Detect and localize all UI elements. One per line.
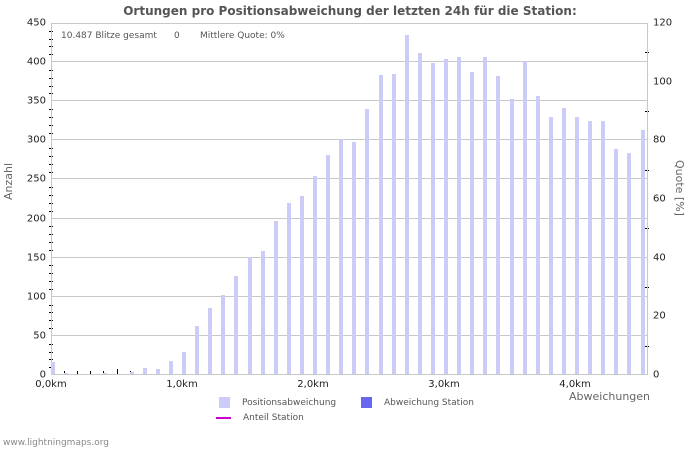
y-tick-label: 350	[26, 95, 46, 107]
bar	[561, 108, 566, 374]
minor-tick	[64, 371, 66, 375]
y-tick-label: 250	[26, 173, 46, 185]
gridline	[52, 61, 647, 63]
plot-area	[51, 23, 648, 375]
x-tick-label: 1,0km	[166, 379, 198, 390]
bar	[142, 367, 147, 374]
legend-line-icon	[216, 417, 231, 419]
bar	[51, 361, 55, 374]
y2-tick-label: 20	[653, 310, 666, 322]
bar	[601, 121, 606, 374]
bar	[182, 352, 186, 374]
x-tick-label: 3,0km	[428, 379, 460, 390]
bar	[103, 373, 108, 374]
minor-tick	[77, 371, 79, 375]
bar	[404, 34, 409, 374]
y-tick-label: 450	[26, 17, 46, 29]
bar	[378, 75, 383, 374]
y-axis-right-label: Quote [%]	[673, 160, 686, 216]
y-tick-label: 100	[26, 291, 46, 303]
bar	[129, 371, 134, 374]
bar	[365, 108, 370, 374]
minor-tick	[116, 369, 118, 375]
bar	[457, 57, 462, 374]
legend-label: Anteil Station	[243, 413, 304, 423]
y-axis-left-label: Anzahl	[2, 162, 15, 200]
y2-tick-label: 80	[653, 134, 666, 146]
y-tick-label: 0	[39, 369, 46, 381]
x-tick-label: 4,0km	[559, 379, 591, 390]
bar	[260, 251, 265, 374]
legend-swatch-icon	[219, 397, 230, 408]
bar	[326, 154, 331, 374]
bar	[64, 373, 69, 374]
y2-tick-label: 60	[653, 193, 666, 205]
y-tick-label: 150	[26, 252, 46, 264]
mean-quote-text: Mittlere Quote: 0%	[200, 31, 285, 41]
gridline	[52, 139, 647, 141]
minor-tick	[90, 371, 92, 375]
y-tick-label: 200	[26, 213, 46, 225]
bar	[313, 176, 317, 374]
minor-tick	[103, 371, 105, 375]
bar	[483, 57, 488, 374]
footer-source: www.lightningmaps.org	[3, 438, 109, 448]
bar	[352, 141, 357, 374]
bar	[286, 203, 291, 374]
bar	[535, 96, 540, 374]
bar	[234, 276, 239, 374]
bar	[522, 61, 527, 374]
x-axis-label: Abweichungen	[569, 390, 651, 403]
legend-label: Positionsabweichung	[242, 397, 337, 408]
y2-tick-label: 0	[653, 369, 660, 381]
bar	[496, 75, 501, 374]
x-tick-label: 2,0km	[297, 379, 329, 390]
bar	[195, 326, 200, 374]
gridline	[52, 217, 647, 219]
y2-tick-label: 100	[653, 76, 673, 88]
bar	[339, 138, 344, 374]
bar	[299, 195, 304, 374]
gridline	[52, 256, 647, 258]
bar	[444, 58, 448, 374]
station-count-text: 0	[174, 31, 180, 41]
bar	[509, 98, 514, 374]
gridline	[52, 334, 647, 336]
y2-tick-label: 40	[653, 252, 666, 264]
bar	[614, 148, 619, 374]
bar	[470, 72, 475, 374]
bar	[417, 53, 422, 374]
legend-swatch-icon	[361, 397, 372, 408]
bar	[247, 257, 252, 374]
legend-abweichung-station: Abweichung Station	[361, 397, 474, 408]
bar	[430, 62, 435, 374]
legend-anteil-station: Anteil Station	[216, 413, 304, 423]
gridline	[52, 295, 647, 297]
bar	[640, 129, 645, 374]
legend-positionsabweichung: Positionsabweichung	[219, 397, 336, 408]
bar	[575, 116, 579, 374]
bar	[273, 221, 278, 374]
total-strikes-text: 10.487 Blitze gesamt	[61, 31, 157, 41]
gridline	[52, 100, 647, 102]
y2-tick-label: 120	[653, 17, 673, 29]
bar	[221, 295, 226, 374]
y-tick-label: 300	[26, 134, 46, 146]
bar	[208, 307, 213, 374]
bar	[168, 360, 173, 374]
x-tick-label: 0,0km	[35, 379, 67, 390]
legend-label: Abweichung Station	[384, 397, 474, 408]
bar	[627, 152, 632, 374]
bar	[588, 121, 593, 374]
y-tick-label: 50	[33, 330, 46, 342]
chart-title: Ortungen pro Positionsabweichung der let…	[123, 4, 577, 18]
y-tick-label: 400	[26, 56, 46, 68]
bar	[155, 369, 160, 374]
bar	[548, 116, 553, 374]
gridline	[52, 178, 647, 180]
bar	[391, 73, 396, 374]
